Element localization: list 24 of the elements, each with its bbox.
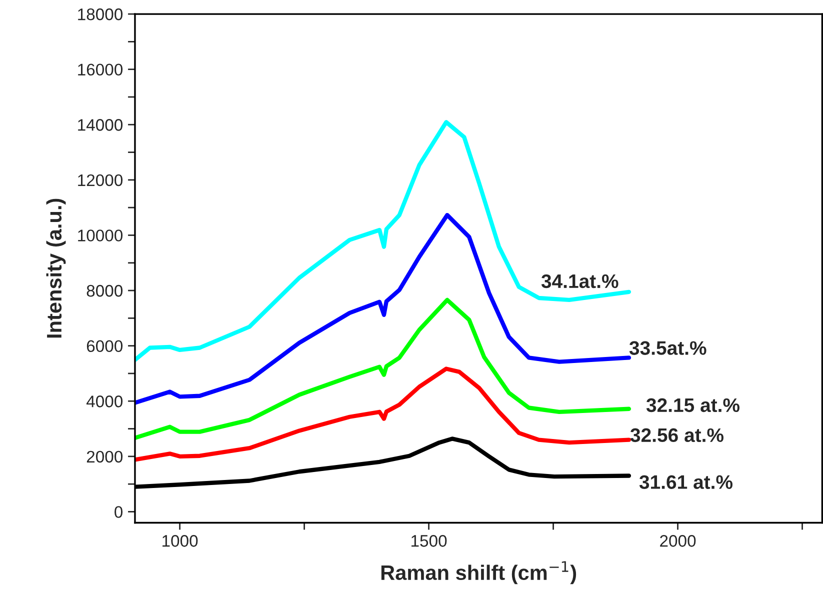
x-tick-label: 1500 <box>412 535 447 547</box>
y-tick-label: 16000 <box>78 64 123 76</box>
y-axis-title: Intensity (a.u.) <box>46 198 66 338</box>
series-label: 31.61 at.% <box>639 475 732 490</box>
x-axis-title: Raman shilft (cm$^{−1}$) <box>381 561 576 584</box>
series-label: 32.56 at.% <box>630 428 724 442</box>
y-tick-label: 6000 <box>86 340 123 352</box>
y-tick-label: 14000 <box>78 119 123 131</box>
line-series <box>134 212 632 405</box>
series-label: 33.5at.% <box>629 341 706 355</box>
line-series <box>134 120 632 362</box>
series-label: 32.15 at.% <box>646 398 740 412</box>
x-tick-label: 1000 <box>162 535 198 547</box>
series-label: 34.1at.% <box>541 274 618 288</box>
y-tick-label: 0 <box>114 506 123 518</box>
y-tick-label: 10000 <box>78 230 123 242</box>
y-tick-label: 2000 <box>86 450 123 463</box>
y-tick-label: 18000 <box>78 8 123 20</box>
y-tick-label: 12000 <box>78 174 123 186</box>
x-tick-label: 2000 <box>660 535 696 547</box>
y-tick-label: 4000 <box>86 396 123 408</box>
line-series <box>134 366 632 462</box>
line-series <box>134 298 632 440</box>
y-tick-label: 8000 <box>86 284 123 297</box>
